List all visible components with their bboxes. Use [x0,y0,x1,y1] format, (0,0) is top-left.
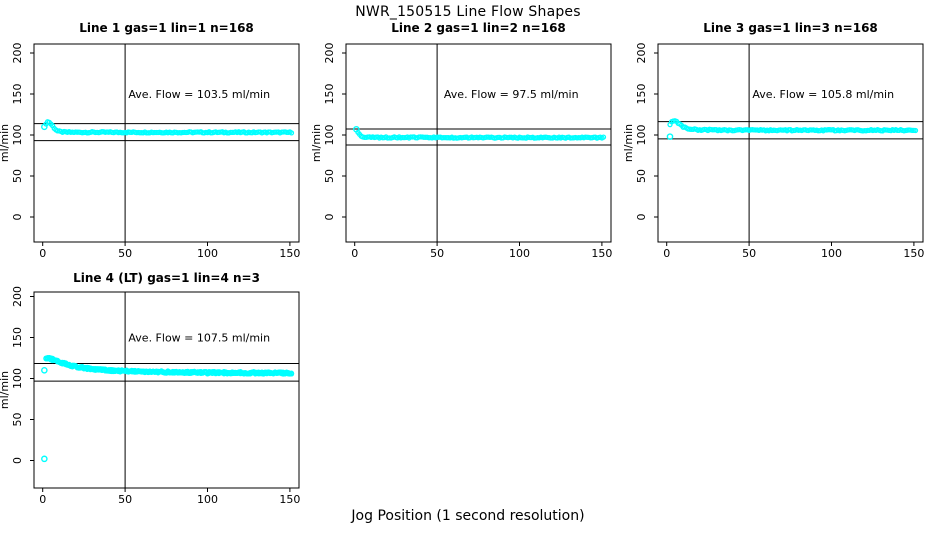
data-point [912,127,919,134]
y-tick-label: 150 [11,327,24,348]
x-tick-label: 150 [903,247,924,260]
x-tick-label: 100 [821,247,842,260]
ave-flow-annotation: Ave. Flow = 97.5 ml/min [444,88,579,101]
y-tick-label: 0 [635,214,648,221]
y-tick-label: 200 [11,286,24,307]
y-axis-label: ml/min [0,124,11,162]
x-tick-label: 0 [663,247,670,260]
y-tick-label: 0 [323,214,336,221]
subplot-line-4: Line 4 (LT) gas=1 lin=4 n=3 0 50 100 150 0 50 1… [0,271,300,506]
y-tick-label: 50 [323,169,336,183]
x-tick-label: 50 [742,247,756,260]
y-axis-label: ml/min [622,124,635,162]
plot-box [657,43,924,243]
y-tick-label: 100 [11,368,24,389]
y-tick-label: 100 [635,125,648,146]
outlier-point [41,123,48,131]
y-tick-label: 200 [635,43,648,64]
x-tick-label: 150 [279,247,300,260]
x-tick-label: 50 [430,247,444,260]
data-point [600,134,607,140]
x-tick-label: 0 [39,247,46,260]
plot-box [33,43,300,243]
figure-title: NWR_150515 Line Flow Shapes [355,4,581,20]
y-tick-label: 0 [11,214,24,221]
x-tick-label: 50 [118,247,132,260]
x-tick-label: 0 [351,247,358,260]
outlier-point [353,125,360,133]
data-point [288,371,295,377]
plot-title: Line 3 gas=1 lin=3 n=168 [703,21,878,35]
data-points [43,119,295,136]
y-tick-label: 100 [11,125,24,146]
subplot-line-2: Line 2 gas=1 lin=2 n=168 0 50 100 150 0 50 100 1… [310,21,612,260]
outlier-point [41,367,48,374]
y-tick-label: 150 [323,84,336,105]
y-tick-label: 0 [11,457,24,464]
y-tick-label: 150 [11,84,24,105]
ave-flow-annotation: Ave. Flow = 105.8 ml/min [752,88,894,101]
data-point [288,130,295,136]
y-tick-label: 50 [635,169,648,183]
y-axis-label: ml/min [0,371,11,409]
plot-title: Line 2 gas=1 lin=2 n=168 [391,21,566,35]
y-tick-label: 100 [323,125,336,146]
y-tick-label: 50 [11,169,24,183]
plot-title: Line 1 gas=1 lin=1 n=168 [79,21,254,35]
outlier-point [41,455,48,463]
y-tick-label: 150 [635,84,648,105]
x-tick-label: 150 [279,493,300,506]
data-points [43,354,295,377]
x-tick-label: 100 [509,247,530,260]
x-tick-label: 50 [118,493,132,506]
plot-box [345,43,612,243]
x-tick-label: 150 [591,247,612,260]
x-tick-label: 100 [197,493,218,506]
x-tick-label: 0 [39,493,46,506]
y-axis-label: ml/min [310,124,323,162]
figure-x-axis-label: Jog Position (1 second resolution) [351,508,585,524]
data-points [667,118,919,134]
plot-box [33,291,300,489]
subplot-line-1: Line 1 gas=1 lin=1 n=168 0 50 100 150 0 50 100 1… [0,21,300,260]
ave-flow-annotation: Ave. Flow = 103.5 ml/min [128,88,270,101]
y-tick-label: 200 [11,43,24,64]
plot-title: Line 4 (LT) gas=1 lin=4 n=3 [73,271,260,285]
y-tick-label: 200 [323,43,336,64]
outlier-point [666,133,674,140]
y-tick-label: 50 [11,413,24,427]
data-points [355,129,607,141]
x-tick-label: 100 [197,247,218,260]
ave-flow-annotation: Ave. Flow = 107.5 ml/min [128,332,270,345]
subplot-line-3: Line 3 gas=1 lin=3 n=168 0 50 100 150 0 50 100 1… [622,21,924,260]
